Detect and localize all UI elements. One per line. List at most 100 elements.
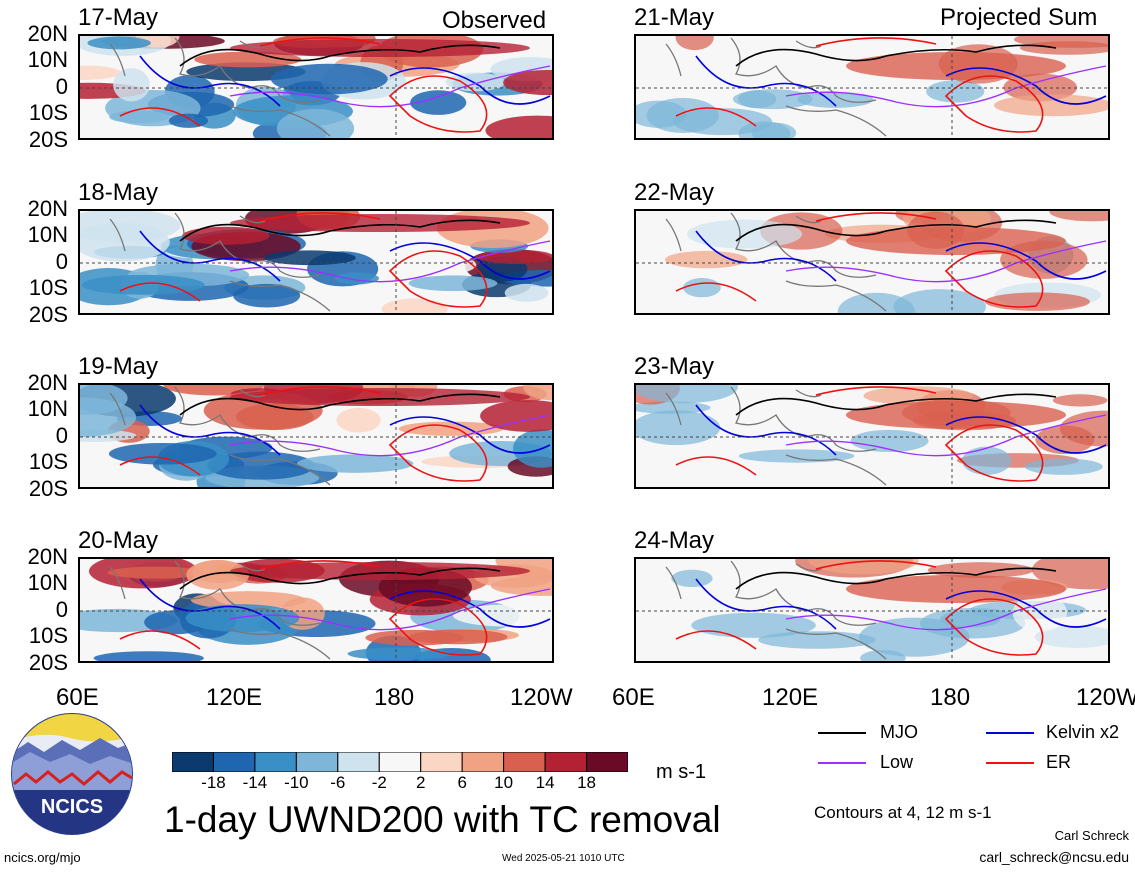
- colorbar-tick-label: 2: [415, 773, 426, 792]
- wind-anomaly-shading: [194, 51, 302, 68]
- wave-contour: [695, 230, 1107, 282]
- wind-anomaly-shading: [80, 397, 137, 437]
- author-email[interactable]: carl_schreck@ncsu.edu: [979, 849, 1129, 865]
- wind-anomaly-shading: [336, 407, 381, 433]
- lon-tick-label: 60E: [56, 684, 99, 711]
- colorbar: [171, 751, 629, 773]
- wind-anomaly-shading: [93, 651, 204, 661]
- wave-contour: [179, 219, 501, 242]
- wind-anomaly-shading: [797, 91, 874, 108]
- wave-contour: [139, 230, 551, 282]
- lat-tick-label: 20S: [28, 302, 68, 327]
- lat-tick-label: 10S: [28, 275, 68, 300]
- wind-anomaly-shading: [675, 36, 714, 51]
- colorbar-swatch: [503, 751, 546, 773]
- coastline: [665, 560, 887, 660]
- wave-contour: [229, 588, 551, 631]
- wind-anomaly-shading: [445, 72, 506, 92]
- panel-date-label: 17-May: [78, 4, 159, 31]
- wind-anomaly-shading: [1019, 41, 1108, 55]
- wind-anomaly-shading: [1034, 625, 1108, 648]
- wave-contour: [735, 393, 1057, 416]
- lat-tick-label: 20S: [28, 476, 68, 501]
- map-panel-projected-4: [634, 557, 1110, 663]
- contours-note: Contours at 4, 12 m s-1: [814, 803, 992, 822]
- lat-tick-label: 0: [55, 597, 68, 622]
- wind-anomaly-shading: [264, 250, 356, 266]
- colorbar-swatch: [378, 751, 422, 773]
- legend-label-low: Low: [880, 752, 914, 772]
- wave-contour: [675, 560, 1044, 656]
- colorbar-tick-label: -6: [330, 773, 346, 792]
- lat-tick-label: 10N: [27, 222, 68, 247]
- wind-anomaly-shading: [334, 272, 379, 285]
- wind-anomaly-shading: [81, 274, 205, 295]
- coastline: [665, 212, 887, 312]
- colorbar-units: m s-1: [656, 761, 706, 783]
- wave-contour: [139, 404, 551, 456]
- site-url[interactable]: ncics.org/mjo: [4, 850, 81, 865]
- wave-contour: [179, 393, 501, 416]
- colorbar-tick-label: 6: [457, 773, 467, 792]
- wind-anomaly-shading: [503, 69, 552, 96]
- legend-swatch-low: [818, 762, 866, 764]
- wave-contour: [695, 578, 1107, 630]
- wind-anomaly-shading: [927, 562, 1034, 578]
- colorbar-swatch: [461, 751, 505, 773]
- wind-anomaly-shading: [80, 65, 122, 80]
- wind-anomaly-shading: [182, 226, 270, 245]
- wind-anomaly-shading: [485, 115, 552, 138]
- legend-swatch-er: [986, 762, 1034, 764]
- wave-contour: [785, 240, 1107, 283]
- lon-tick-label: 120W: [1076, 684, 1135, 711]
- legend-label-kelvin: Kelvin x2: [1046, 722, 1120, 742]
- wind-anomaly-shading: [87, 36, 151, 50]
- lat-tick-label: 20S: [28, 650, 68, 675]
- wind-anomaly-shading: [233, 283, 301, 308]
- wind-anomaly-shading: [683, 278, 721, 298]
- lat-tick-label: 10N: [27, 396, 68, 421]
- wind-anomaly-shading: [410, 90, 467, 115]
- wind-anomaly-shading: [107, 566, 204, 579]
- wind-anomaly-shading: [671, 569, 713, 587]
- legend-label-er: ER: [1046, 752, 1072, 772]
- projected-title: Projected Sum: [940, 4, 1098, 31]
- map-panel-projected-1: [634, 34, 1110, 140]
- wave-contour: [675, 386, 1044, 482]
- wind-anomaly-shading: [1049, 211, 1108, 222]
- author-name: Carl Schreck: [1054, 828, 1129, 843]
- jet-core-shading: [230, 562, 530, 580]
- wind-anomaly-shading: [80, 222, 170, 262]
- wind-anomaly-shading: [993, 94, 1108, 117]
- coastline: [109, 212, 331, 312]
- map-panel-projected-3: [634, 383, 1110, 489]
- wave-contour: [139, 55, 551, 107]
- colorbar-tick-label: -14: [242, 773, 268, 792]
- wind-anomaly-shading: [926, 80, 985, 103]
- colorbar-swatch: [254, 751, 297, 773]
- panel-date-label: 24-May: [634, 527, 715, 554]
- wave-contour: [735, 219, 1057, 242]
- colorbar-tick-label: 10: [494, 773, 514, 792]
- wind-anomaly-shading: [1024, 458, 1103, 475]
- wind-anomaly-shading: [453, 604, 552, 627]
- panel-date-label: 20-May: [78, 527, 159, 554]
- colorbar-swatch: [586, 751, 629, 773]
- wave-contour: [695, 404, 1107, 456]
- lat-tick-label: 0: [55, 423, 68, 448]
- colorbar-swatch: [420, 751, 463, 773]
- wind-anomaly-shading: [186, 559, 250, 590]
- wind-anomaly-shading: [113, 68, 150, 102]
- colorbar-tick-label: 14: [535, 773, 555, 792]
- wind-anomaly-shading: [207, 451, 315, 480]
- wind-anomaly-shading: [381, 298, 448, 313]
- map-panel-observed-2: [78, 209, 554, 315]
- map-panel-observed-4: [78, 557, 554, 663]
- wind-anomaly-shading: [984, 292, 1090, 311]
- ncics-logo: NCICS: [10, 712, 134, 836]
- wind-anomaly-shading: [365, 629, 464, 646]
- lat-tick-label: 10S: [28, 449, 68, 474]
- wave-contour: [735, 44, 1057, 67]
- colorbar-tick-label: -18: [201, 773, 226, 792]
- wave-contour: [119, 560, 488, 656]
